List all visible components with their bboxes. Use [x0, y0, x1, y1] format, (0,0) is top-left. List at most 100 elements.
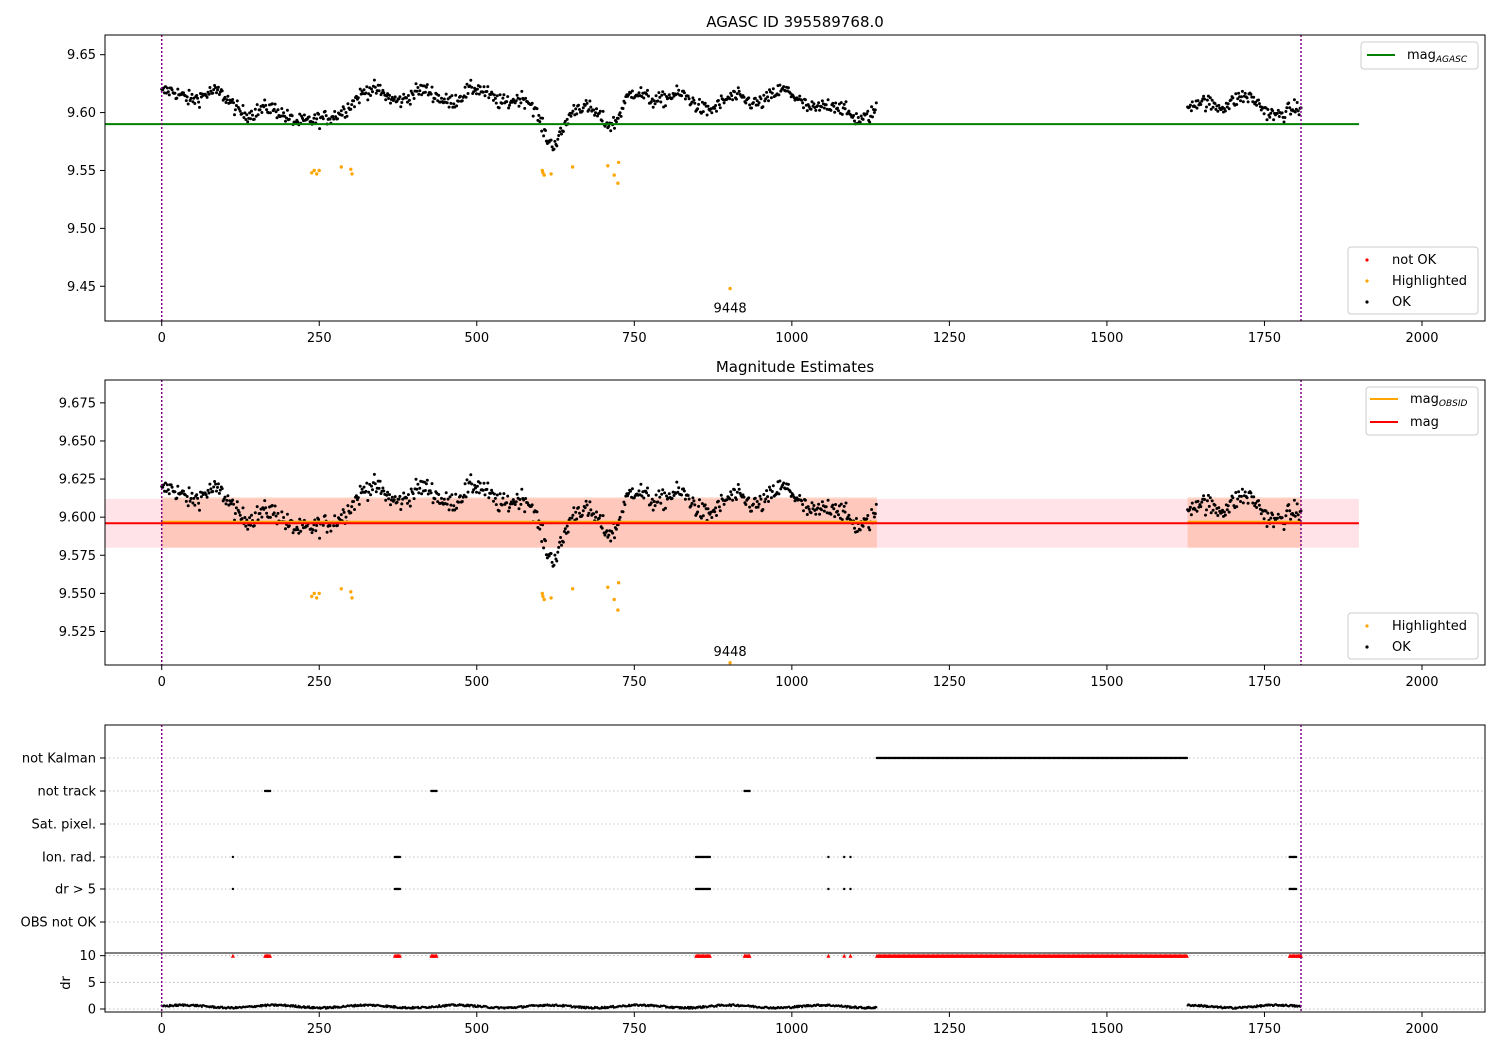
ok-point — [683, 97, 687, 101]
ok-point — [553, 139, 557, 143]
ok-point — [173, 490, 177, 494]
ok-point — [307, 115, 311, 119]
panel-agasc: AGASC ID 395589768.0 0 250 500 750 1000 1250 1… — [67, 13, 1486, 346]
ok-point — [169, 483, 173, 487]
ok-point — [212, 485, 216, 489]
ok-point — [798, 94, 802, 98]
ok-point — [670, 96, 674, 100]
ok-point — [836, 106, 839, 110]
ok-point — [490, 488, 494, 492]
ok-point — [1214, 511, 1218, 515]
ok-point — [1287, 503, 1291, 507]
ok-point — [558, 540, 562, 544]
ok-point — [618, 515, 622, 519]
panel-agasc-annotation: 9448 — [714, 302, 747, 317]
ok-point — [252, 117, 256, 121]
highlighted-point — [317, 591, 321, 596]
ok-point — [1237, 91, 1241, 95]
ok-point — [518, 498, 522, 501]
panel-estimates-y-axis: 9.525 9.550 9.575 9.600 9.625 9.650 9.675 — [59, 396, 105, 640]
ok-point — [657, 91, 661, 95]
highlighted-point — [549, 172, 553, 176]
ok-point — [242, 116, 246, 119]
ok-point — [164, 490, 168, 493]
ok-point — [429, 92, 433, 96]
ok-point — [418, 486, 422, 490]
ok-point — [393, 495, 397, 499]
ok-point — [223, 495, 227, 499]
ok-point — [1299, 509, 1303, 513]
ok-point — [241, 104, 245, 107]
ok-point — [861, 524, 865, 528]
ok-point — [182, 91, 185, 95]
ok-point — [377, 89, 381, 93]
ok-point — [208, 86, 212, 89]
ok-point — [424, 482, 428, 486]
panel-agasc-x-tick-label: 1750 — [1248, 331, 1281, 346]
panel-agasc-x-tick-label: 250 — [307, 331, 332, 346]
panel-estimates-x-tick-label: 750 — [622, 675, 647, 690]
ok-point — [311, 528, 315, 532]
ok-point — [653, 102, 657, 106]
ok-point — [1249, 491, 1253, 495]
ok-point — [436, 500, 440, 504]
ok-point — [198, 508, 201, 512]
ok-point — [866, 109, 870, 113]
ok-point — [613, 536, 616, 540]
ok-point — [729, 490, 733, 494]
flag-row-label: dr > 5 — [55, 883, 96, 898]
ok-point — [713, 106, 717, 110]
ok-point — [757, 101, 761, 105]
ok-point — [256, 518, 260, 522]
ok-point — [507, 106, 511, 110]
ok-point — [1223, 109, 1227, 113]
ok-point — [782, 85, 786, 89]
ok-point — [447, 508, 451, 512]
ok-point — [414, 477, 418, 481]
ok-point — [426, 93, 430, 97]
ok-point — [710, 516, 714, 519]
ok-point — [519, 502, 523, 506]
ok-point — [449, 503, 453, 507]
ok-point — [1205, 98, 1209, 102]
ok-point — [285, 512, 289, 516]
ok-point — [1226, 504, 1230, 508]
dr-clipped-marker — [826, 953, 831, 958]
ok-point — [805, 109, 809, 113]
ok-point — [296, 528, 300, 532]
ok-point — [511, 498, 515, 502]
panel-flags-x-tick-label: 2000 — [1405, 1022, 1438, 1037]
ok-point — [235, 500, 239, 504]
ok-point — [492, 492, 496, 496]
ok-point — [193, 102, 197, 105]
dr-point — [612, 1004, 615, 1008]
ok-point — [352, 99, 356, 103]
ok-point — [742, 95, 746, 99]
ok-point — [1189, 109, 1193, 113]
ok-point — [256, 113, 260, 117]
ok-point — [552, 563, 556, 567]
ok-point — [874, 101, 878, 105]
highlighted-point — [616, 181, 620, 185]
ok-point — [357, 502, 361, 506]
ok-point — [433, 97, 437, 101]
flag-mark — [849, 855, 852, 859]
ok-point — [569, 114, 573, 118]
ok-point — [822, 106, 826, 110]
ok-point — [570, 516, 574, 520]
ok-point — [388, 493, 391, 497]
ok-point — [762, 493, 766, 496]
ok-point — [596, 114, 599, 118]
ok-point — [737, 89, 741, 93]
ok-point — [1264, 509, 1268, 513]
ok-point — [578, 108, 581, 111]
ok-point — [240, 517, 244, 521]
ok-point — [366, 98, 370, 102]
dr-point — [569, 1004, 572, 1007]
ok-point — [868, 120, 872, 124]
ok-point — [514, 99, 518, 103]
ok-point — [166, 488, 170, 492]
ok-point — [1240, 95, 1243, 99]
ok-point — [556, 550, 560, 554]
ok-point — [1266, 511, 1270, 515]
